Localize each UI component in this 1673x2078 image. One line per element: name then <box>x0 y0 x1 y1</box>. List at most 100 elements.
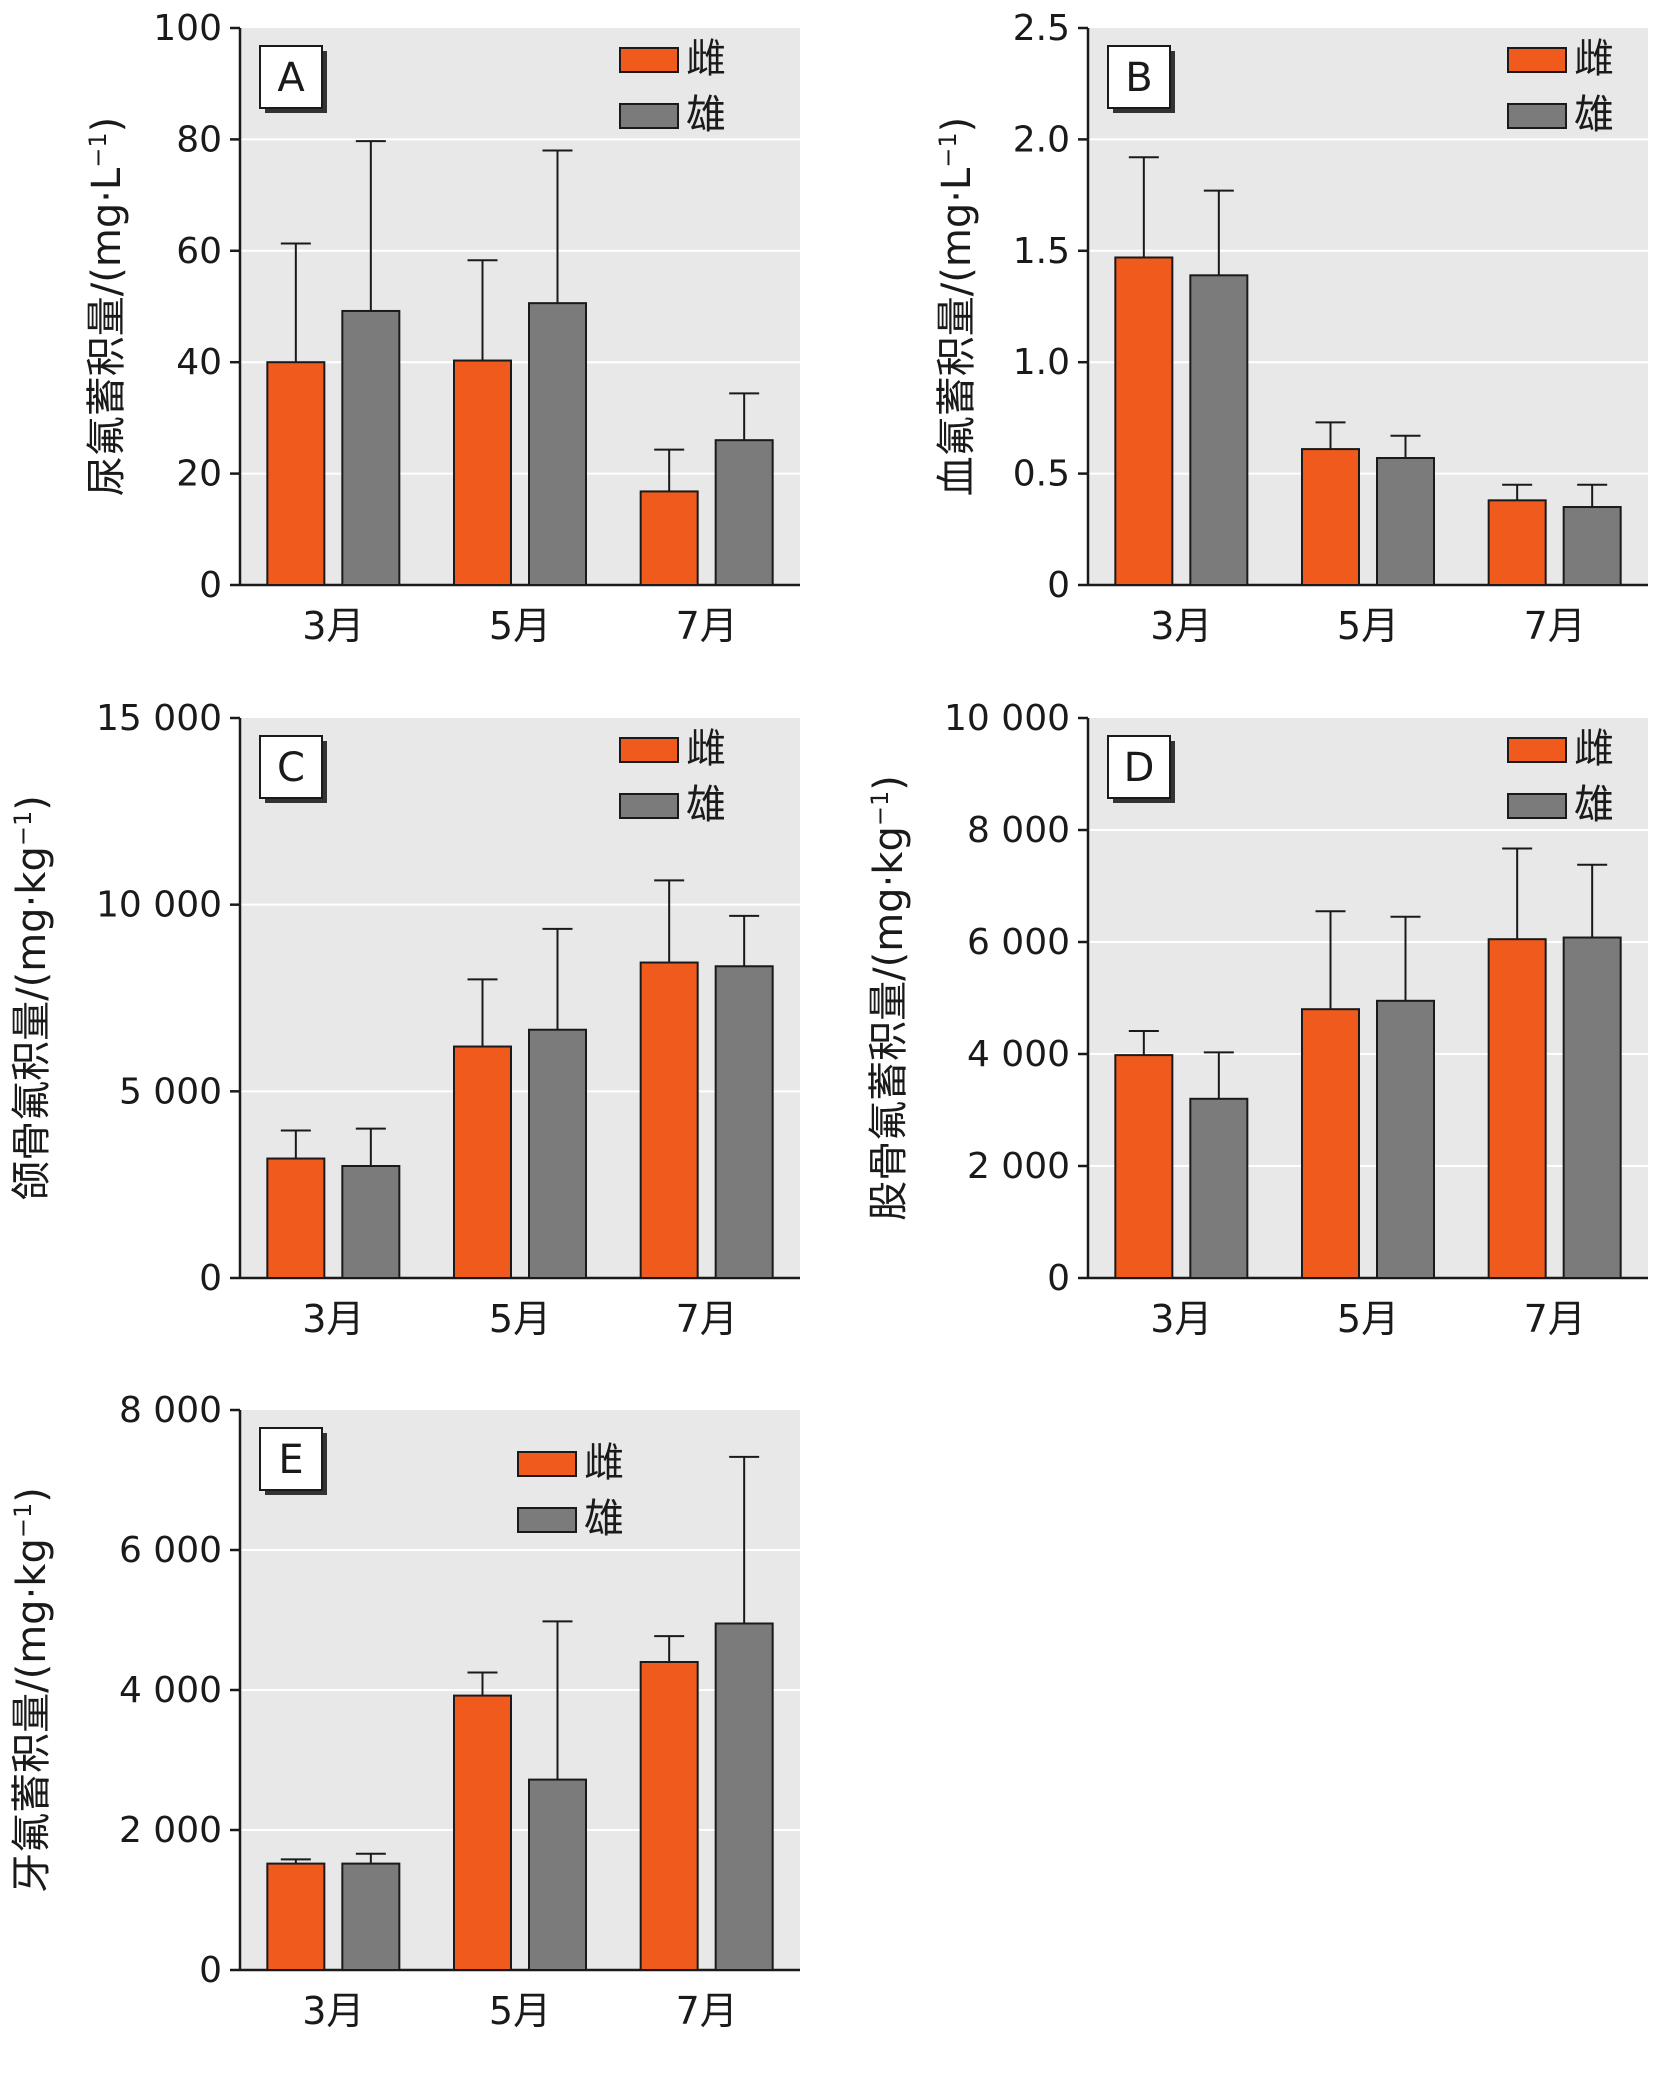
panel-c-bar-male-3 <box>714 965 774 1279</box>
panel-b-legend-swatch-male <box>1507 103 1567 129</box>
panel-b-y-tick-label: 1.5 <box>1013 231 1070 272</box>
panel-d-letter-box <box>1107 735 1171 799</box>
panel-e-y-tick-label: 4 000 <box>119 1670 222 1711</box>
panel-b-legend-label-female: 雌 <box>1574 36 1614 82</box>
panel-a-legend-label-male: 雄 <box>686 92 726 138</box>
panel-d-legend-label-female: 雌 <box>1574 726 1614 772</box>
panel-c-y-tick-label: 0 <box>199 1258 222 1299</box>
panel-c-bar-female-2 <box>453 1045 512 1279</box>
panel-a-y-tick-label: 40 <box>176 342 222 383</box>
panel-d-legend-label-male: 雄 <box>1574 782 1614 828</box>
panel-e-bar-female-2 <box>453 1694 512 1971</box>
panel-c-y-axis-label: 颌骨氟积量/(mg·kg−1) <box>9 795 55 1201</box>
panel-a-y-axis-label: 尿氟蓄积量/(mg·L−1) <box>84 117 130 496</box>
panel-c-bar-female-3 <box>639 961 699 1279</box>
panel-a-bar-male-3 <box>714 439 774 586</box>
panel-c-x-tick-label: 5月 <box>489 1297 551 1341</box>
panel-d-bar-male-3 <box>1562 936 1622 1280</box>
panel-e-x-tick-label: 5月 <box>489 1989 551 2033</box>
panel-b-y-tick-label: 0.5 <box>1013 454 1070 495</box>
panel-b-legend-label-male: 雄 <box>1574 92 1614 138</box>
panel-d-y-tick-label: 6 000 <box>967 922 1070 963</box>
panel-b-letter-box <box>1107 45 1171 109</box>
panel-b-legend-swatch-female <box>1507 47 1567 73</box>
panel-a-bar-female-2 <box>453 359 512 586</box>
panel-b-bar-female-1 <box>1114 256 1174 586</box>
panel-d-y-tick-label: 4 000 <box>967 1034 1070 1075</box>
panel-c-legend-swatch-female <box>619 737 679 763</box>
panel-d-legend-swatch-female <box>1507 737 1567 763</box>
panel-a-plot-area <box>240 28 800 585</box>
panel-b-y-tick-label: 1.0 <box>1013 342 1070 383</box>
panel-d-y-tick-label: 2 000 <box>967 1146 1070 1187</box>
panel-b-y-tick-label: 0 <box>1047 565 1070 606</box>
panel-e-letter-box <box>259 1427 323 1491</box>
panel-c-bar-male-2 <box>528 1028 587 1279</box>
panel-e-x-tick-label: 3月 <box>302 1989 364 2033</box>
panel-d-legend-swatch-male <box>1507 793 1567 819</box>
panel-b-x-tick-label: 3月 <box>1150 604 1212 648</box>
panel-e-legend-label-female: 雌 <box>584 1440 624 1486</box>
panel-b-bar-female-3 <box>1487 499 1547 586</box>
panel-b-x-tick-label: 5月 <box>1337 604 1399 648</box>
panel-e-legend-label-male: 雄 <box>584 1496 624 1542</box>
panel-d-bar-female-2 <box>1301 1008 1360 1279</box>
panel-e-y-tick-label: 6 000 <box>119 1530 222 1571</box>
panel-a-y-tick-label: 60 <box>176 231 222 272</box>
panel-a-y-tick-label: 100 <box>153 8 222 49</box>
panel-e-y-tick-label: 2 000 <box>119 1810 222 1851</box>
panel-a-bar-male-1 <box>341 309 401 586</box>
panel-d-x-tick-label: 3月 <box>1150 1297 1212 1341</box>
panel-d-x-tick-label: 7月 <box>1524 1297 1586 1341</box>
panel-a-y-tick-label: 80 <box>176 119 222 160</box>
panel-d-y-axis-label: 股骨氟蓄积量/(mg·kg−1) <box>866 775 912 1221</box>
panel-c-legend-label-male: 雄 <box>686 782 726 828</box>
panel-b-bar-female-2 <box>1301 448 1360 587</box>
panel-e-bar-male-1 <box>341 1862 401 1971</box>
panel-c: 0 5 000 10 000 15 000 3月 5月 7月 C 雌雄 颌骨氟积量/(mg·kg−… <box>9 698 800 1341</box>
panel-e-y-tick-label: 8 000 <box>119 1390 222 1431</box>
panel-a-y-tick-label: 20 <box>176 454 222 495</box>
panel-c-x-tick-label: 3月 <box>302 1297 364 1341</box>
panel-d-y-tick-label: 10 000 <box>944 698 1070 739</box>
panel-e-bar-male-3 <box>714 1622 774 1971</box>
panel-a-bar-male-2 <box>528 302 587 586</box>
panel-d-bar-female-1 <box>1114 1054 1174 1279</box>
panel-b-y-axis-label: 血氟蓄积量/(mg·L−1) <box>934 117 980 496</box>
panel-d-letter: D <box>1124 745 1155 791</box>
panel-c-letter-box <box>259 735 323 799</box>
panel-c-y-tick-label: 10 000 <box>96 885 222 926</box>
panel-b-y-tick-label: 2.5 <box>1013 8 1070 49</box>
panel-c-plot-area <box>240 718 800 1278</box>
panel-a-legend-label-female: 雌 <box>686 36 726 82</box>
panel-a-x-tick-label: 7月 <box>676 604 738 648</box>
panel-a-bar-female-3 <box>639 490 699 587</box>
panel-a-legend-swatch-female <box>619 47 679 73</box>
panel-b-y-tick-label: 2.0 <box>1013 119 1070 160</box>
panel-b-bar-male-3 <box>1562 506 1622 586</box>
panel-e-y-tick-label: 0 <box>199 1950 222 1991</box>
panel-c-x-tick-label: 7月 <box>676 1297 738 1341</box>
panel-d-bar-male-2 <box>1376 999 1435 1279</box>
panel-b-bar-male-2 <box>1376 457 1435 586</box>
panel-e-bar-female-1 <box>266 1862 326 1971</box>
panel-a-x-tick-label: 3月 <box>302 604 364 648</box>
panel-d-y-tick-label: 8 000 <box>967 810 1070 851</box>
panel-e-letter: E <box>278 1437 303 1483</box>
panel-c-letter: C <box>277 745 305 791</box>
panel-c-legend-swatch-male <box>619 793 679 819</box>
panel-a-bar-female-1 <box>266 361 326 587</box>
panel-d-y-tick-label: 0 <box>1047 1258 1070 1299</box>
panel-a-letter: A <box>277 55 305 101</box>
panel-c-y-tick-label: 5 000 <box>119 1071 222 1112</box>
panel-b-bar-male-1 <box>1189 274 1249 586</box>
panel-e-x-tick-label: 7月 <box>676 1989 738 2033</box>
panel-c-legend-label-female: 雌 <box>686 726 726 772</box>
panel-a-y-tick-label: 0 <box>199 565 222 606</box>
panel-b-x-tick-label: 7月 <box>1524 604 1586 648</box>
panel-b-letter: B <box>1125 55 1152 101</box>
panel-c-bar-female-1 <box>266 1157 326 1279</box>
